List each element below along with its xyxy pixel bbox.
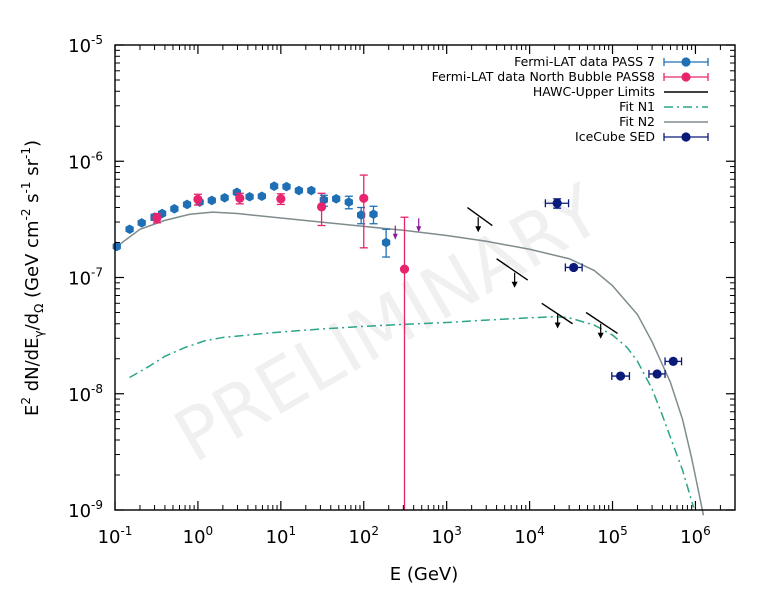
north-bubble-point xyxy=(193,194,203,204)
fermi-pass7-point xyxy=(332,194,341,204)
legend: Fermi-LAT data PASS 7 Fermi-LAT data Nor… xyxy=(432,54,709,144)
legend-swatch-fermi-pass7 xyxy=(663,57,709,67)
fit-n1-curve xyxy=(129,315,695,508)
y-tick-label: 10-5 xyxy=(68,33,103,57)
north-bubble-point xyxy=(235,193,245,203)
y-tick-label: 10-6 xyxy=(68,149,103,173)
fermi-pass7-legend-marker xyxy=(681,57,691,67)
x-axis-title: E (GeV) xyxy=(390,564,458,585)
north-bubble-point xyxy=(359,193,369,203)
fermi-pass7-point xyxy=(112,241,121,252)
fermi-pass7-point xyxy=(207,195,216,206)
axis-ticks xyxy=(114,44,736,511)
fermi-pass7-point xyxy=(125,224,134,235)
fit-n2-curve xyxy=(114,211,705,516)
x-tick-label: 106 xyxy=(680,524,711,548)
hawc-limit-arrowhead xyxy=(511,281,518,288)
x-tick-label: 100 xyxy=(183,524,214,548)
icecube-point xyxy=(652,369,662,379)
icecube-legend-marker xyxy=(681,132,691,142)
legend-label-hawc: HAWC-Upper Limits xyxy=(533,84,655,99)
fermi-pass7-point xyxy=(182,199,192,210)
fermi-pass7-point xyxy=(369,209,378,220)
x-tick-label: 103 xyxy=(431,524,462,548)
x-tick-label: 105 xyxy=(597,524,628,548)
x-tick-label: 102 xyxy=(348,524,379,548)
fermi-pass7-point xyxy=(245,191,254,202)
fermi-pass7-point xyxy=(269,181,279,192)
legend-label-fit-n1: Fit N1 xyxy=(619,99,655,114)
legend-swatch-north-bubble xyxy=(663,72,709,82)
north-bubble-point xyxy=(316,202,327,212)
hawc-limit-segment xyxy=(467,206,493,227)
fermi-pass7-point xyxy=(137,218,146,228)
icecube-point xyxy=(668,356,678,366)
legend-label-north-bubble: Fermi-LAT data North Bubble PASS8 xyxy=(432,69,655,84)
hawc-limit-arrowhead xyxy=(554,322,561,329)
fermi-pass7-point xyxy=(282,181,291,192)
fermi-pass7-point xyxy=(294,185,304,196)
north-bubble-upper-limit-arrowhead xyxy=(392,233,398,240)
hawc-limit-segment xyxy=(496,258,529,281)
plot-area xyxy=(112,174,705,516)
north-bubble-point xyxy=(152,213,162,223)
fermi-pass7-point xyxy=(381,237,391,248)
north-bubble-point xyxy=(399,264,410,274)
icecube-point xyxy=(569,262,579,273)
fermi-pass7-point xyxy=(344,197,353,207)
legend-label-fit-n2: Fit N2 xyxy=(619,114,655,129)
legend-swatch-icecube xyxy=(663,132,709,142)
north-bubble-point xyxy=(276,194,286,204)
x-tick-label: 104 xyxy=(514,524,545,548)
fermi-pass7-point xyxy=(220,192,229,203)
x-tick-label: 10-1 xyxy=(98,524,133,548)
hawc-limit-segment xyxy=(585,311,618,335)
x-tick-label: 101 xyxy=(266,524,297,548)
y-axis-title: E2 dN/dEγ/dΩ (GeV cm-2 s-1 sr-1) xyxy=(19,140,46,416)
y-tick-label: 10-7 xyxy=(68,266,103,290)
fermi-pass7-point xyxy=(307,185,316,196)
y-tick-label: 10-8 xyxy=(68,382,103,406)
north-bubble-legend-marker xyxy=(681,72,691,82)
fermi-pass7-point xyxy=(257,191,266,202)
legend-label-fermi-pass7: Fermi-LAT data PASS 7 xyxy=(514,54,655,69)
hawc-limit-arrowhead xyxy=(597,332,604,339)
legend-label-icecube: IceCube SED xyxy=(575,129,655,144)
icecube-point xyxy=(615,371,626,381)
fermi-pass7-point xyxy=(170,203,179,214)
watermark-text: PRELIMINARY xyxy=(160,167,615,478)
icecube-point xyxy=(552,198,562,208)
north-bubble-upper-limit-arrowhead xyxy=(416,226,422,233)
y-tick-label: 10-9 xyxy=(68,498,103,522)
hawc-limit-arrowhead xyxy=(475,226,482,233)
